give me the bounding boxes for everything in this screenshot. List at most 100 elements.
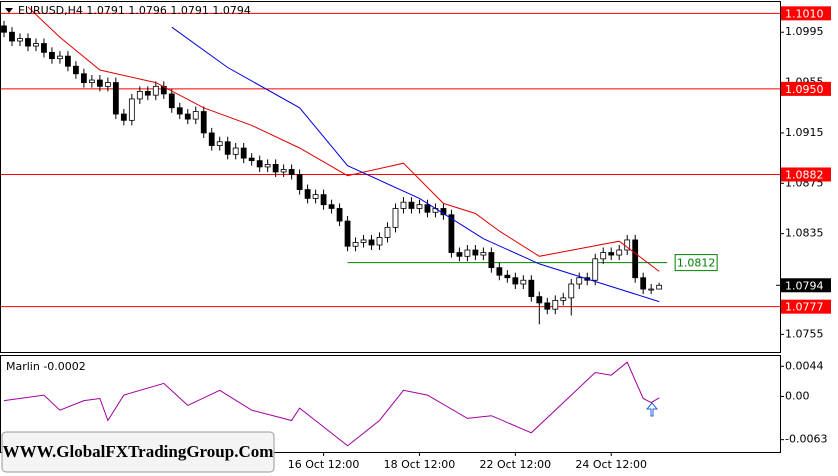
plot-layer: 1.09951.09551.09151.08751.08351.07951.07… [1,6,831,471]
candle-body [33,43,39,47]
candle-body [656,284,663,290]
candle-body [576,277,583,285]
candle-body [608,252,615,256]
candle-body [264,164,271,168]
candle-body [9,31,15,42]
watermark: WWW.GlobalFXTradingGroup.Com [3,442,274,461]
candle-body [384,226,391,238]
signal-arrow [645,402,659,417]
candle-body [528,279,535,298]
candle-body [520,279,527,285]
y-tick-label: 0.00 [785,389,810,402]
candle-body [80,73,87,83]
level-label: 1.0882 [785,168,824,181]
candle-body [192,111,199,120]
candle-body [336,208,343,222]
current-price-label: 1.0794 [785,279,824,292]
candle-body [128,98,135,121]
indicator-line [3,361,660,447]
candle-body [25,38,31,47]
level-label-box [781,167,831,182]
candle-body [648,288,655,291]
level-label-box [781,299,831,314]
candle-body [496,267,503,276]
candle-body [96,79,103,87]
candle-body [424,204,431,213]
candle-body [120,113,127,121]
candle-body [368,239,375,246]
candle-body [49,51,55,60]
candle-body [560,297,567,301]
y-tick-label: 0.0044 [785,359,824,372]
candle-body [65,55,71,67]
candle-body [88,79,95,83]
level-label: 1.0777 [785,301,824,314]
candle-body [328,204,335,209]
candle-body [272,164,279,173]
candle-body [600,252,607,260]
level-label: 1.0950 [785,83,824,96]
candle-body [392,208,399,228]
candle-body [168,93,175,109]
x-tick-label: 16 Oct 12:00 [288,458,360,471]
candle-body [408,201,415,209]
candle-body [240,147,247,159]
candle-body [632,239,639,279]
trend-label: 1.0812 [677,257,716,270]
level-label: 1.1010 [785,7,824,20]
candle-body [448,214,455,253]
candle-body [184,113,191,120]
candle-body [57,55,63,60]
y-tick-label: 1.0915 [785,126,824,139]
candle-body [224,141,231,155]
candle-body [568,283,575,299]
candle-body [512,277,519,285]
candle-body [176,107,183,115]
main-frame [0,1,781,353]
candle-body [280,169,287,173]
candle-body [480,252,487,256]
candle-body [208,132,215,146]
level-label-box [781,81,831,96]
collapse-icon [5,8,13,13]
candle-body [360,239,367,243]
candle-body [472,249,479,256]
y-tick-label: 1.0755 [785,327,824,340]
candle-body [616,249,623,256]
x-tick-label: 18 Oct 12:00 [384,458,456,471]
candle-body [256,160,263,168]
candle-body [73,65,79,75]
candle-body [17,38,23,42]
candle-body [232,147,239,155]
candle-body [352,242,359,247]
trend-label-box [674,254,718,272]
y-tick-label: 1.0995 [785,25,824,38]
candle-body [296,174,303,190]
chart-title: EURUSD,H4 1.0791 1.0796 1.0791 1.0794 [18,4,251,17]
candle-body [312,194,319,199]
indicator-line [171,26,660,303]
candle-body [488,252,495,269]
candle-body [544,302,551,310]
candle-body [200,111,207,134]
indicator-line [27,6,660,272]
watermark-box [1,431,275,473]
candle-body [344,220,351,247]
candle-body [320,194,327,206]
candle-body [216,141,223,146]
candle-body [136,90,143,100]
candle-body [400,201,407,209]
current-price-box [781,278,831,293]
y-tick-label: -0.0063 [785,433,827,446]
x-tick-label: 24 Oct 12:00 [575,458,647,471]
candle-body [376,237,383,246]
candle-body [504,274,511,279]
candle-body [536,296,543,304]
candle-body [456,252,463,257]
candle-body [640,277,647,290]
candle-body [152,85,159,96]
x-tick-label: 22 Oct 12:00 [479,458,551,471]
indicator-title: Marlin -0.0002 [6,360,86,373]
candle-body [248,157,255,162]
